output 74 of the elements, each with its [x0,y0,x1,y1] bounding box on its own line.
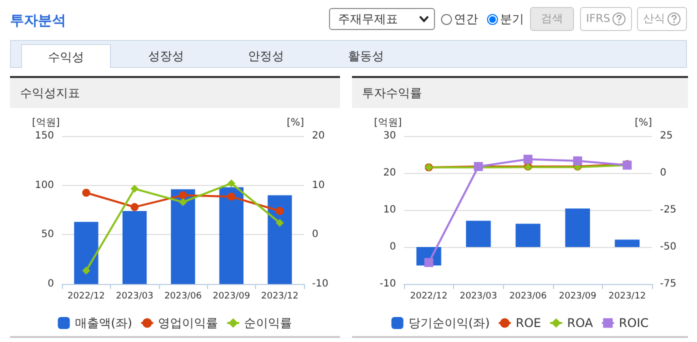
legend-label: ROA [567,316,594,330]
text: 검색 [530,7,574,31]
text: 활동성 [347,48,385,65]
legend-label: ROE [516,316,542,330]
x-tick-label: 2023/12 [608,292,646,302]
point [276,206,284,215]
x-tick-label: 2023/03 [460,292,498,302]
legend-label: 당기순이익(좌) [408,316,490,330]
legend-label: 영업이익률 [158,316,218,330]
text: 투자분석 [10,12,66,30]
text: IFRS [580,7,632,31]
y2-tick-label: 25 [660,130,673,142]
x-tick-label: 2023/06 [509,292,547,302]
point [227,179,236,188]
point [227,192,236,201]
point [82,266,90,275]
x-tick-label: 2022/12 [68,292,105,302]
point [130,203,139,212]
bar [170,189,196,284]
x-tick-label: 2023/12 [261,292,298,302]
y2-tick-label: 10 [312,180,325,191]
y-axis-title: [억원] [32,118,60,128]
text: 성장성 [147,48,185,65]
y2-tick-label: 0 [312,229,318,240]
text: 산식 [637,7,687,31]
bar [516,224,540,247]
x-tick-label: 2023/06 [164,292,202,302]
text: 안정성 [247,48,285,65]
y-axis-title: [억원] [374,118,402,128]
text: 주재무제표 [329,8,435,30]
point [82,188,90,197]
x-tick-label: 2023/09 [212,292,250,302]
chart-title: 수익성지표 [10,78,340,108]
y2-tick-label: 0 [660,168,666,178]
legend-label: 매출액(좌) [74,316,132,330]
bar [466,220,491,247]
y2-tick-label: -10 [312,278,328,290]
y2-tick-label: -75 [660,278,676,290]
bar [614,240,640,247]
point [179,198,187,206]
point [130,184,139,193]
bar [219,187,244,284]
x-tick-label: 2023/03 [116,292,154,302]
point [573,156,582,166]
point [179,191,187,200]
y2-tick-label: -25 [660,204,676,216]
y-tick-label: 0 [390,242,396,252]
text: 분기 [499,11,524,28]
point [424,258,434,268]
y2-axis-title: [%] [634,118,652,128]
legend-label: ROIC [618,316,649,330]
text: 수익성 [21,44,111,68]
y-tick-label: 0 [48,278,54,290]
x-tick-label: 2022/12 [410,292,448,302]
bar [565,208,590,247]
bar [268,195,292,284]
bar [122,210,147,284]
y-tick-label: 150 [34,130,54,142]
y-tick-label: 10 [383,204,396,216]
y-tick-label: 30 [383,130,396,142]
y-tick-label: -10 [380,278,396,290]
chart-title: 투자수익률 [352,78,688,108]
point [524,154,532,164]
text: 연간 [453,11,478,28]
y2-tick-label: 20 [312,130,325,142]
x-tick-label: 2023/09 [558,292,597,302]
point [276,218,284,227]
y-tick-label: 100 [34,180,54,191]
y2-tick-label: -50 [660,242,676,252]
y-tick-label: 50 [41,229,54,240]
bar [74,222,98,284]
y-tick-label: 20 [383,168,396,178]
legend-label: 순이익률 [244,316,292,330]
y2-axis-title: [%] [286,118,304,128]
